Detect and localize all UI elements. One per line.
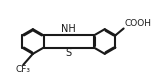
Text: CF₃: CF₃ [15, 65, 30, 74]
Text: NH: NH [61, 24, 76, 34]
Text: COOH: COOH [124, 19, 151, 28]
Text: S: S [66, 48, 72, 58]
